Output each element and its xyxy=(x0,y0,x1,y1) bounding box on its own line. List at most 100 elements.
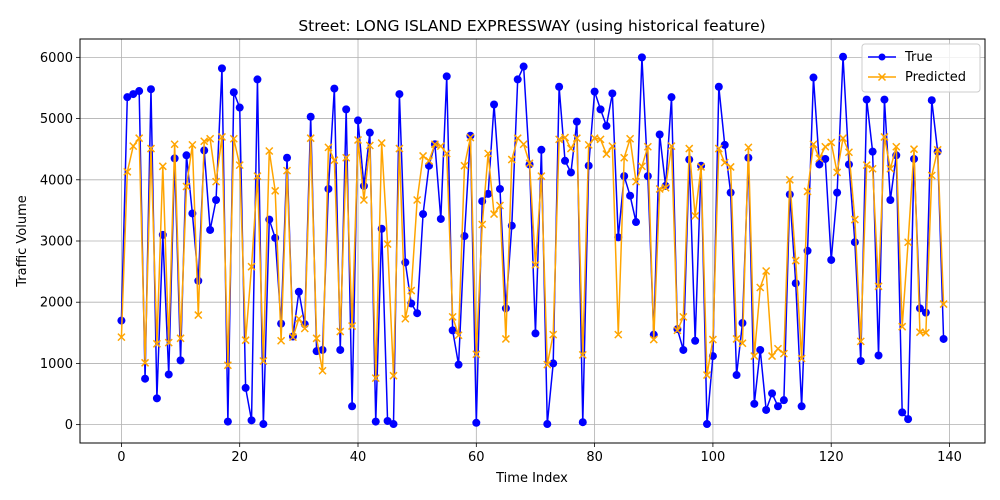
x-tick-label: 100 xyxy=(700,450,725,465)
data-point-predicted xyxy=(708,335,717,344)
x-tick-label: 120 xyxy=(819,450,844,465)
data-point-true xyxy=(643,172,652,181)
data-point-true xyxy=(874,351,883,360)
data-point-true xyxy=(750,399,759,408)
data-point-predicted xyxy=(377,139,386,148)
data-point-predicted xyxy=(129,142,138,151)
data-point-true xyxy=(844,160,853,169)
data-point-predicted xyxy=(501,334,510,343)
data-point-predicted xyxy=(738,339,747,348)
data-point-true xyxy=(626,191,635,200)
data-point-predicted xyxy=(525,159,534,168)
data-point-true xyxy=(359,181,368,190)
data-point-predicted xyxy=(253,172,262,181)
data-point-true xyxy=(253,75,262,84)
series-true xyxy=(117,52,948,429)
data-point-true xyxy=(348,402,357,411)
data-point-true xyxy=(549,359,558,368)
data-point-predicted xyxy=(791,256,800,265)
data-point-true xyxy=(466,131,475,140)
data-point-predicted xyxy=(821,142,830,151)
data-point-predicted xyxy=(442,149,451,158)
data-point-true xyxy=(714,82,723,91)
data-point-predicted xyxy=(490,210,499,219)
data-point-predicted xyxy=(318,366,327,375)
data-point-true xyxy=(490,100,499,109)
data-point-predicted xyxy=(146,144,156,153)
data-point-predicted xyxy=(614,330,623,339)
data-point-true xyxy=(283,153,292,162)
data-point-predicted xyxy=(294,314,303,323)
data-point-true xyxy=(365,128,374,137)
data-point-predicted xyxy=(288,333,297,342)
data-point-predicted xyxy=(472,350,481,359)
data-point-predicted xyxy=(844,148,853,157)
data-point-true xyxy=(247,416,256,425)
data-point-predicted xyxy=(212,177,221,186)
data-point-predicted xyxy=(560,133,570,142)
data-point-true xyxy=(354,116,363,125)
data-point-true xyxy=(915,304,924,313)
data-point-predicted xyxy=(271,186,280,195)
data-point-true xyxy=(904,415,913,424)
data-point-predicted xyxy=(744,143,753,152)
data-point-predicted xyxy=(454,331,463,340)
data-point-true xyxy=(531,329,540,338)
x-tick-label: 0 xyxy=(117,450,125,465)
data-point-true xyxy=(555,82,564,91)
x-tick-label: 60 xyxy=(468,450,485,465)
data-point-predicted xyxy=(809,140,818,149)
data-point-true xyxy=(827,255,836,264)
data-point-predicted xyxy=(779,349,788,358)
data-point-predicted xyxy=(306,134,315,143)
data-point-true xyxy=(265,215,274,224)
data-point-true xyxy=(880,95,889,104)
data-point-true xyxy=(324,184,333,193)
data-point-true xyxy=(537,145,546,154)
data-point-predicted xyxy=(602,150,611,159)
data-point-predicted xyxy=(282,166,292,175)
data-point-true xyxy=(773,402,782,411)
series-layer xyxy=(117,52,948,429)
x-axis-ticks: 0 20 40 60 80 100 120 140 xyxy=(117,443,962,465)
y-axis-label: Traffic Volume xyxy=(15,195,30,288)
data-point-predicted xyxy=(702,371,712,380)
data-point-true xyxy=(898,408,907,417)
y-tick-label: 2000 xyxy=(40,296,73,311)
data-point-predicted xyxy=(348,322,357,331)
data-point-true xyxy=(294,287,303,296)
data-point-true xyxy=(561,156,570,165)
data-point-predicted xyxy=(620,153,629,162)
data-point-predicted xyxy=(135,134,144,143)
data-point-true xyxy=(602,121,611,130)
data-point-true xyxy=(342,105,351,114)
data-point-predicted xyxy=(726,162,735,171)
data-point-true xyxy=(194,276,203,285)
data-point-predicted xyxy=(141,358,150,367)
data-point-predicted xyxy=(537,172,546,181)
data-point-true xyxy=(212,195,221,204)
data-point-true xyxy=(472,418,481,427)
data-point-predicted xyxy=(732,334,741,343)
data-point-true xyxy=(608,89,617,98)
data-point-predicted xyxy=(241,336,250,345)
data-point-true xyxy=(566,168,575,177)
data-point-true xyxy=(655,130,664,139)
data-point-predicted xyxy=(608,142,617,151)
series-line-true xyxy=(120,56,945,425)
y-axis-ticks: 0 1000 2000 3000 4000 5000 6000 xyxy=(40,51,80,433)
data-point-true xyxy=(809,73,818,82)
data-point-predicted xyxy=(886,164,895,173)
data-point-predicted xyxy=(188,140,197,149)
data-point-predicted xyxy=(720,158,729,167)
data-point-predicted xyxy=(342,153,351,162)
data-point-predicted xyxy=(904,238,913,247)
data-point-true xyxy=(336,345,345,354)
data-point-predicted xyxy=(643,142,652,151)
data-point-predicted xyxy=(679,312,688,321)
data-point-predicted xyxy=(484,149,493,158)
data-point-predicted xyxy=(324,143,333,152)
data-point-predicted xyxy=(785,175,794,184)
data-point-predicted xyxy=(685,144,694,153)
x-tick-label: 140 xyxy=(937,450,962,465)
